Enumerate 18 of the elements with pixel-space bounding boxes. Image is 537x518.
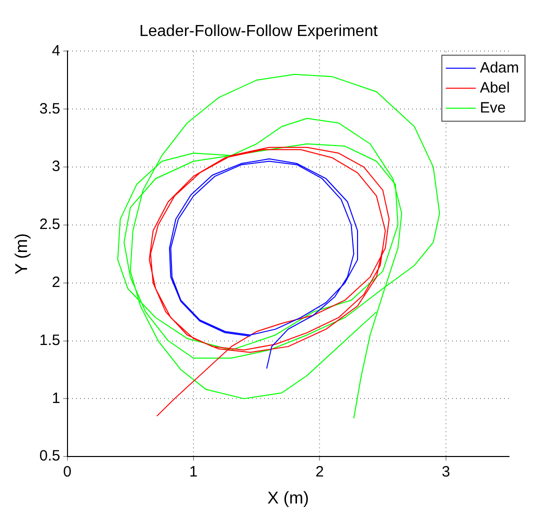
- legend-label: Abel: [480, 79, 510, 96]
- x-tick-label: 2: [316, 464, 324, 481]
- y-tick-label: 0.5: [39, 448, 60, 465]
- legend-label: Adam: [480, 59, 520, 76]
- chart-title: Leader-Follow-Follow Experiment: [139, 23, 378, 40]
- legend-label: Eve: [480, 99, 506, 116]
- x-tick-label: 0: [63, 464, 72, 481]
- y-tick-label: 4: [52, 42, 60, 60]
- y-tick-label: 2: [52, 274, 60, 291]
- y-tick-label: 3: [52, 158, 60, 176]
- y-tick-label: 2.5: [39, 216, 60, 234]
- y-tick-label: 1.5: [39, 332, 60, 349]
- x-tick-label: 3: [442, 464, 450, 481]
- x-axis-title: X (m): [267, 488, 309, 508]
- y-tick-label: 1: [52, 390, 60, 407]
- y-tick-label: 3.5: [39, 100, 60, 118]
- x-tick-label: 1: [189, 464, 198, 481]
- y-axis-title: Y (m): [12, 233, 31, 275]
